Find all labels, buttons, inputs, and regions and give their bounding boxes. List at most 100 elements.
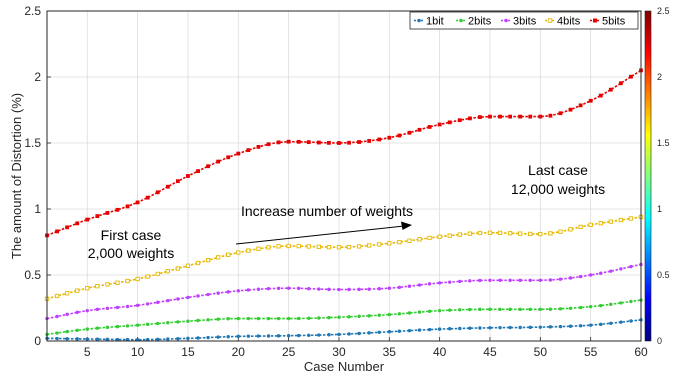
data-point-3bits xyxy=(589,273,592,276)
data-point-1bit xyxy=(357,332,360,335)
data-point-5bits xyxy=(468,116,472,120)
data-point-3bits xyxy=(458,280,461,283)
data-point-5bits xyxy=(347,141,351,145)
data-point-1bit xyxy=(55,337,58,340)
data-point-2bits xyxy=(156,322,159,325)
legend: 1bit 2bits 3bits 4bits 5bits xyxy=(410,12,638,29)
data-point-2bits xyxy=(508,308,511,311)
data-point-5bits xyxy=(307,140,311,144)
data-point-1bit xyxy=(337,333,340,336)
data-point-2bits xyxy=(367,314,370,317)
legend-marker xyxy=(459,19,463,23)
data-point-2bits xyxy=(478,308,481,311)
legend-marker xyxy=(504,19,508,23)
data-point-5bits xyxy=(146,196,150,200)
colorbar-tick-label: 0.5 xyxy=(657,270,670,280)
data-point-3bits xyxy=(327,288,330,291)
data-point-4bits xyxy=(277,245,280,248)
data-point-2bits xyxy=(518,308,521,311)
data-point-4bits xyxy=(347,245,350,248)
data-point-5bits xyxy=(448,120,452,124)
data-point-1bit xyxy=(468,327,471,330)
data-point-5bits xyxy=(226,155,230,159)
data-point-4bits xyxy=(398,240,401,243)
data-point-2bits xyxy=(468,308,471,311)
data-point-4bits xyxy=(65,292,68,295)
data-point-4bits xyxy=(498,231,501,234)
data-point-2bits xyxy=(106,326,109,329)
x-tick-label: 20 xyxy=(232,345,246,359)
data-point-4bits xyxy=(166,270,169,273)
y-axis-label: The amount of Distortion (%) xyxy=(9,93,24,259)
data-point-4bits xyxy=(619,218,622,221)
data-point-4bits xyxy=(529,232,532,235)
data-point-2bits xyxy=(317,316,320,319)
data-point-1bit xyxy=(307,334,310,337)
data-point-3bits xyxy=(518,279,521,282)
data-point-5bits xyxy=(559,111,563,115)
data-point-3bits xyxy=(196,294,199,297)
data-point-3bits xyxy=(277,287,280,290)
data-point-1bit xyxy=(398,330,401,333)
data-point-5bits xyxy=(277,140,281,144)
data-point-2bits xyxy=(448,308,451,311)
data-point-2bits xyxy=(216,317,219,320)
data-point-1bit xyxy=(317,333,320,336)
data-point-5bits xyxy=(458,118,462,122)
data-point-2bits xyxy=(267,317,270,320)
data-point-1bit xyxy=(408,329,411,332)
data-point-3bits xyxy=(468,279,471,282)
data-point-2bits xyxy=(126,324,129,327)
data-point-1bit xyxy=(488,326,491,329)
data-point-5bits xyxy=(257,145,261,149)
data-point-4bits xyxy=(448,234,451,237)
data-point-3bits xyxy=(619,267,622,270)
data-point-3bits xyxy=(126,305,129,308)
data-point-2bits xyxy=(438,309,441,312)
data-point-3bits xyxy=(367,287,370,290)
data-point-1bit xyxy=(508,326,511,329)
data-point-3bits xyxy=(227,290,230,293)
data-point-4bits xyxy=(458,233,461,236)
y-tick-label: 0 xyxy=(34,334,41,348)
data-point-5bits xyxy=(287,140,291,144)
x-axis-label: Case Number xyxy=(304,359,385,374)
data-point-2bits xyxy=(86,327,89,330)
legend-label: 2bits xyxy=(468,16,492,28)
data-point-3bits xyxy=(569,276,572,279)
data-point-3bits xyxy=(448,280,451,283)
data-point-4bits xyxy=(76,289,79,292)
data-point-1bit xyxy=(297,334,300,337)
data-point-3bits xyxy=(136,304,139,307)
data-point-4bits xyxy=(106,283,109,286)
data-point-4bits xyxy=(599,221,602,224)
data-point-5bits xyxy=(569,108,573,112)
x-tick-label: 45 xyxy=(483,345,497,359)
data-point-5bits xyxy=(579,103,583,107)
data-point-1bit xyxy=(267,334,270,337)
data-point-2bits xyxy=(196,319,199,322)
colorbar-tick-label: 0 xyxy=(657,336,662,346)
data-point-4bits xyxy=(186,264,189,267)
data-point-1bit xyxy=(257,334,260,337)
data-point-3bits xyxy=(488,279,491,282)
data-point-1bit xyxy=(176,337,179,340)
data-point-5bits xyxy=(116,208,120,212)
data-point-4bits xyxy=(267,246,270,249)
data-point-1bit xyxy=(498,326,501,329)
data-point-4bits xyxy=(136,277,139,280)
data-point-4bits xyxy=(247,249,250,252)
data-point-2bits xyxy=(398,312,401,315)
data-point-5bits xyxy=(236,152,240,156)
data-point-4bits xyxy=(388,242,391,245)
data-point-1bit xyxy=(609,322,612,325)
data-point-5bits xyxy=(55,229,59,233)
x-tick-label: 40 xyxy=(433,345,447,359)
data-point-5bits xyxy=(609,88,613,92)
data-point-5bits xyxy=(488,115,492,119)
data-point-4bits xyxy=(307,245,310,248)
data-point-5bits xyxy=(418,128,422,132)
x-tick-label: 30 xyxy=(332,345,346,359)
data-point-5bits xyxy=(478,115,482,119)
data-point-5bits xyxy=(428,125,432,129)
